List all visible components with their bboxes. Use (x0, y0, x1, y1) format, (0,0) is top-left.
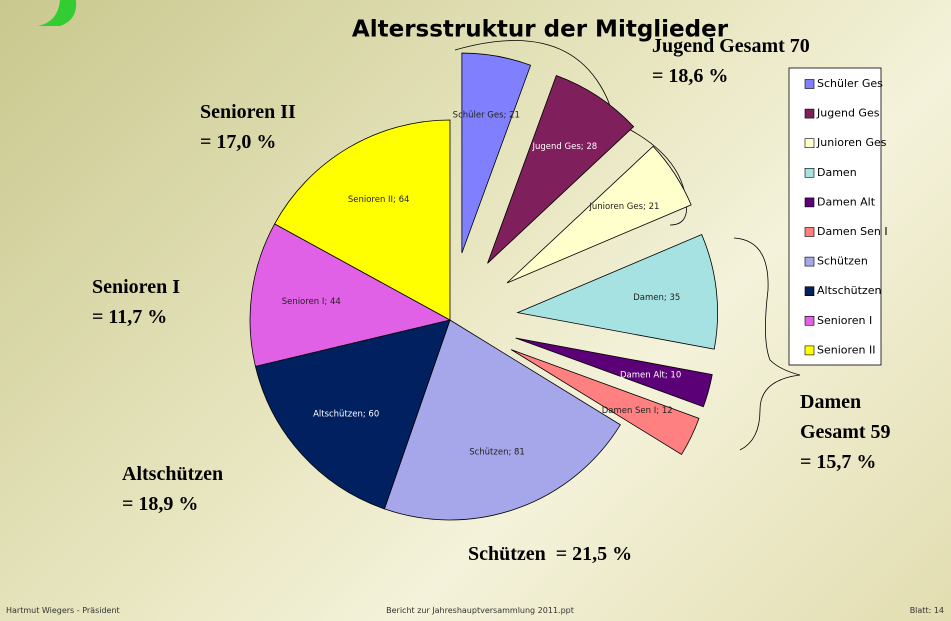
pie-slice (510, 349, 700, 455)
annotation: = 17,0 % (200, 131, 276, 153)
data-label: Schüler Ges; 21 (453, 111, 520, 121)
legend-label: Senioren II (817, 343, 876, 356)
pie-slice (516, 234, 718, 350)
legend-swatch (804, 227, 815, 237)
annotation: Altschützen (122, 463, 223, 485)
legend-swatch (804, 108, 815, 119)
legend-swatch (804, 79, 815, 89)
footer-right: Blatt: 14 (910, 606, 944, 615)
legend-label: Junioren Ges (816, 136, 887, 149)
legend-swatch (804, 315, 815, 326)
legend-swatch (804, 345, 815, 356)
legend-label: Damen Alt (817, 195, 876, 208)
corner-decoration (38, 0, 77, 26)
annotation: Senioren I (92, 276, 180, 298)
data-label: Senioren I; 44 (282, 297, 341, 307)
data-label: Damen Alt; 10 (620, 370, 681, 380)
data-label: Junioren Ges; 21 (588, 202, 659, 212)
legend-label: Senioren I (817, 314, 872, 327)
pie-slice (515, 337, 713, 408)
annotation: Gesamt 59 (800, 421, 891, 443)
pie-slice (487, 74, 635, 264)
legend-swatch (804, 286, 815, 297)
data-label: Altschützen; 60 (313, 409, 379, 419)
legend-box (788, 67, 882, 366)
legend-label: Schüler Ges (817, 77, 883, 90)
annotation: = 11,7 % (92, 306, 167, 328)
annotation: = 18,6 % (652, 65, 728, 87)
data-label: Jugend Ges; 28 (532, 142, 598, 152)
annotation: Damen (800, 391, 861, 413)
pie-slice (506, 145, 692, 284)
chart-title: Altersstruktur der Mitglieder (352, 17, 729, 43)
footer-center: Bericht zur Jahreshauptversammlung 2011.… (386, 606, 574, 615)
annotation: = 15,7 % (800, 451, 876, 473)
data-label: Damen Sen I; 12 (602, 406, 673, 416)
brace-damen (733, 237, 801, 451)
legend-label: Schützen (817, 255, 868, 268)
annotation: = 18,9 % (122, 493, 198, 515)
annotation: Senioren II (200, 101, 296, 123)
data-label: Damen; 35 (633, 293, 680, 303)
legend-swatch (804, 168, 815, 178)
annotation: Jugend Gesamt 70 (652, 35, 810, 57)
pie-slice (254, 319, 451, 510)
legend-label: Jugend Ges (816, 107, 880, 120)
footer-left: Hartmut Wiegers - Präsident (6, 606, 120, 615)
data-label: Senioren II; 64 (348, 195, 410, 205)
legend-label: Damen (817, 166, 857, 179)
pie-slice (461, 52, 532, 254)
pie-slice (383, 319, 621, 521)
data-label: Schützen; 81 (469, 447, 525, 457)
annotation: Schützen = 21,5 % (468, 543, 632, 565)
legend-label: Damen Sen I (817, 225, 888, 238)
legend-swatch (804, 138, 815, 148)
pie-slice (249, 223, 452, 367)
legend-swatch (804, 256, 815, 267)
pie-slice (274, 119, 451, 321)
legend-label: Altschützen (817, 284, 881, 297)
legend-swatch (804, 197, 815, 208)
